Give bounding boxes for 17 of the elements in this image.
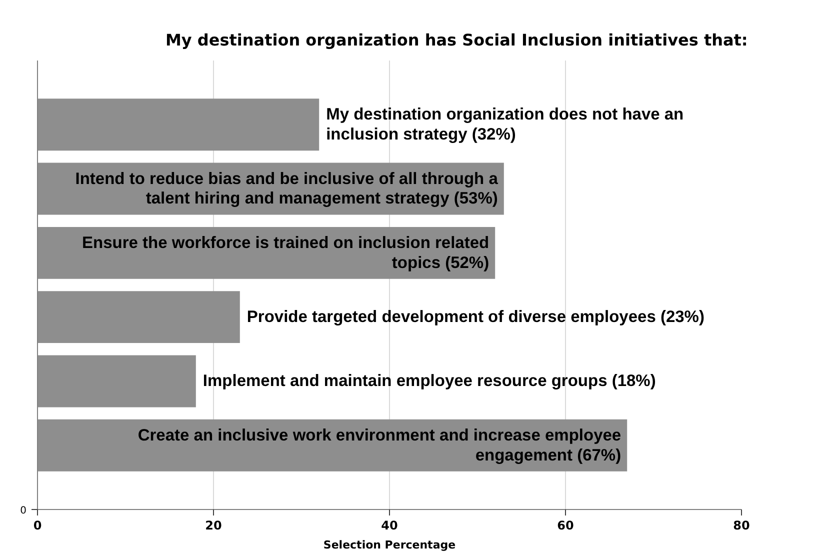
y-tick-label: Intend to reduce bias and be inclusive of all through a talent hiring and management strategy (53%)	[75, 170, 499, 208]
text: 0	[20, 506, 27, 516]
x-tick-label: 40	[381, 518, 398, 532]
x-tick-label: 80	[733, 518, 750, 532]
y-tick-label: Create an inclusive work environment and increase employee engagement (67%)	[138, 426, 622, 464]
bar	[38, 291, 240, 344]
x-tick-label: 20	[205, 518, 222, 532]
y-tick-label: Implement and maintain employee resource groups (18%)	[202, 372, 656, 390]
chart-title: My destination organization has Social Inclusion initiatives that:	[166, 30, 748, 50]
y-tick-label: My destination organization does not have an inclusion strategy (32%)	[326, 106, 684, 144]
bar	[38, 98, 320, 151]
y-tick-label: Ensure the workforce is trained on inclusion related topics (52%)	[82, 234, 490, 272]
x-tick-label: 0	[33, 518, 42, 532]
y-tick-label: Provide targeted development of diverse employees (23%)	[246, 308, 704, 326]
bar	[38, 355, 196, 408]
x-tick-label: 60	[557, 518, 574, 532]
x-axis-title: Selection Percentage	[323, 538, 456, 552]
